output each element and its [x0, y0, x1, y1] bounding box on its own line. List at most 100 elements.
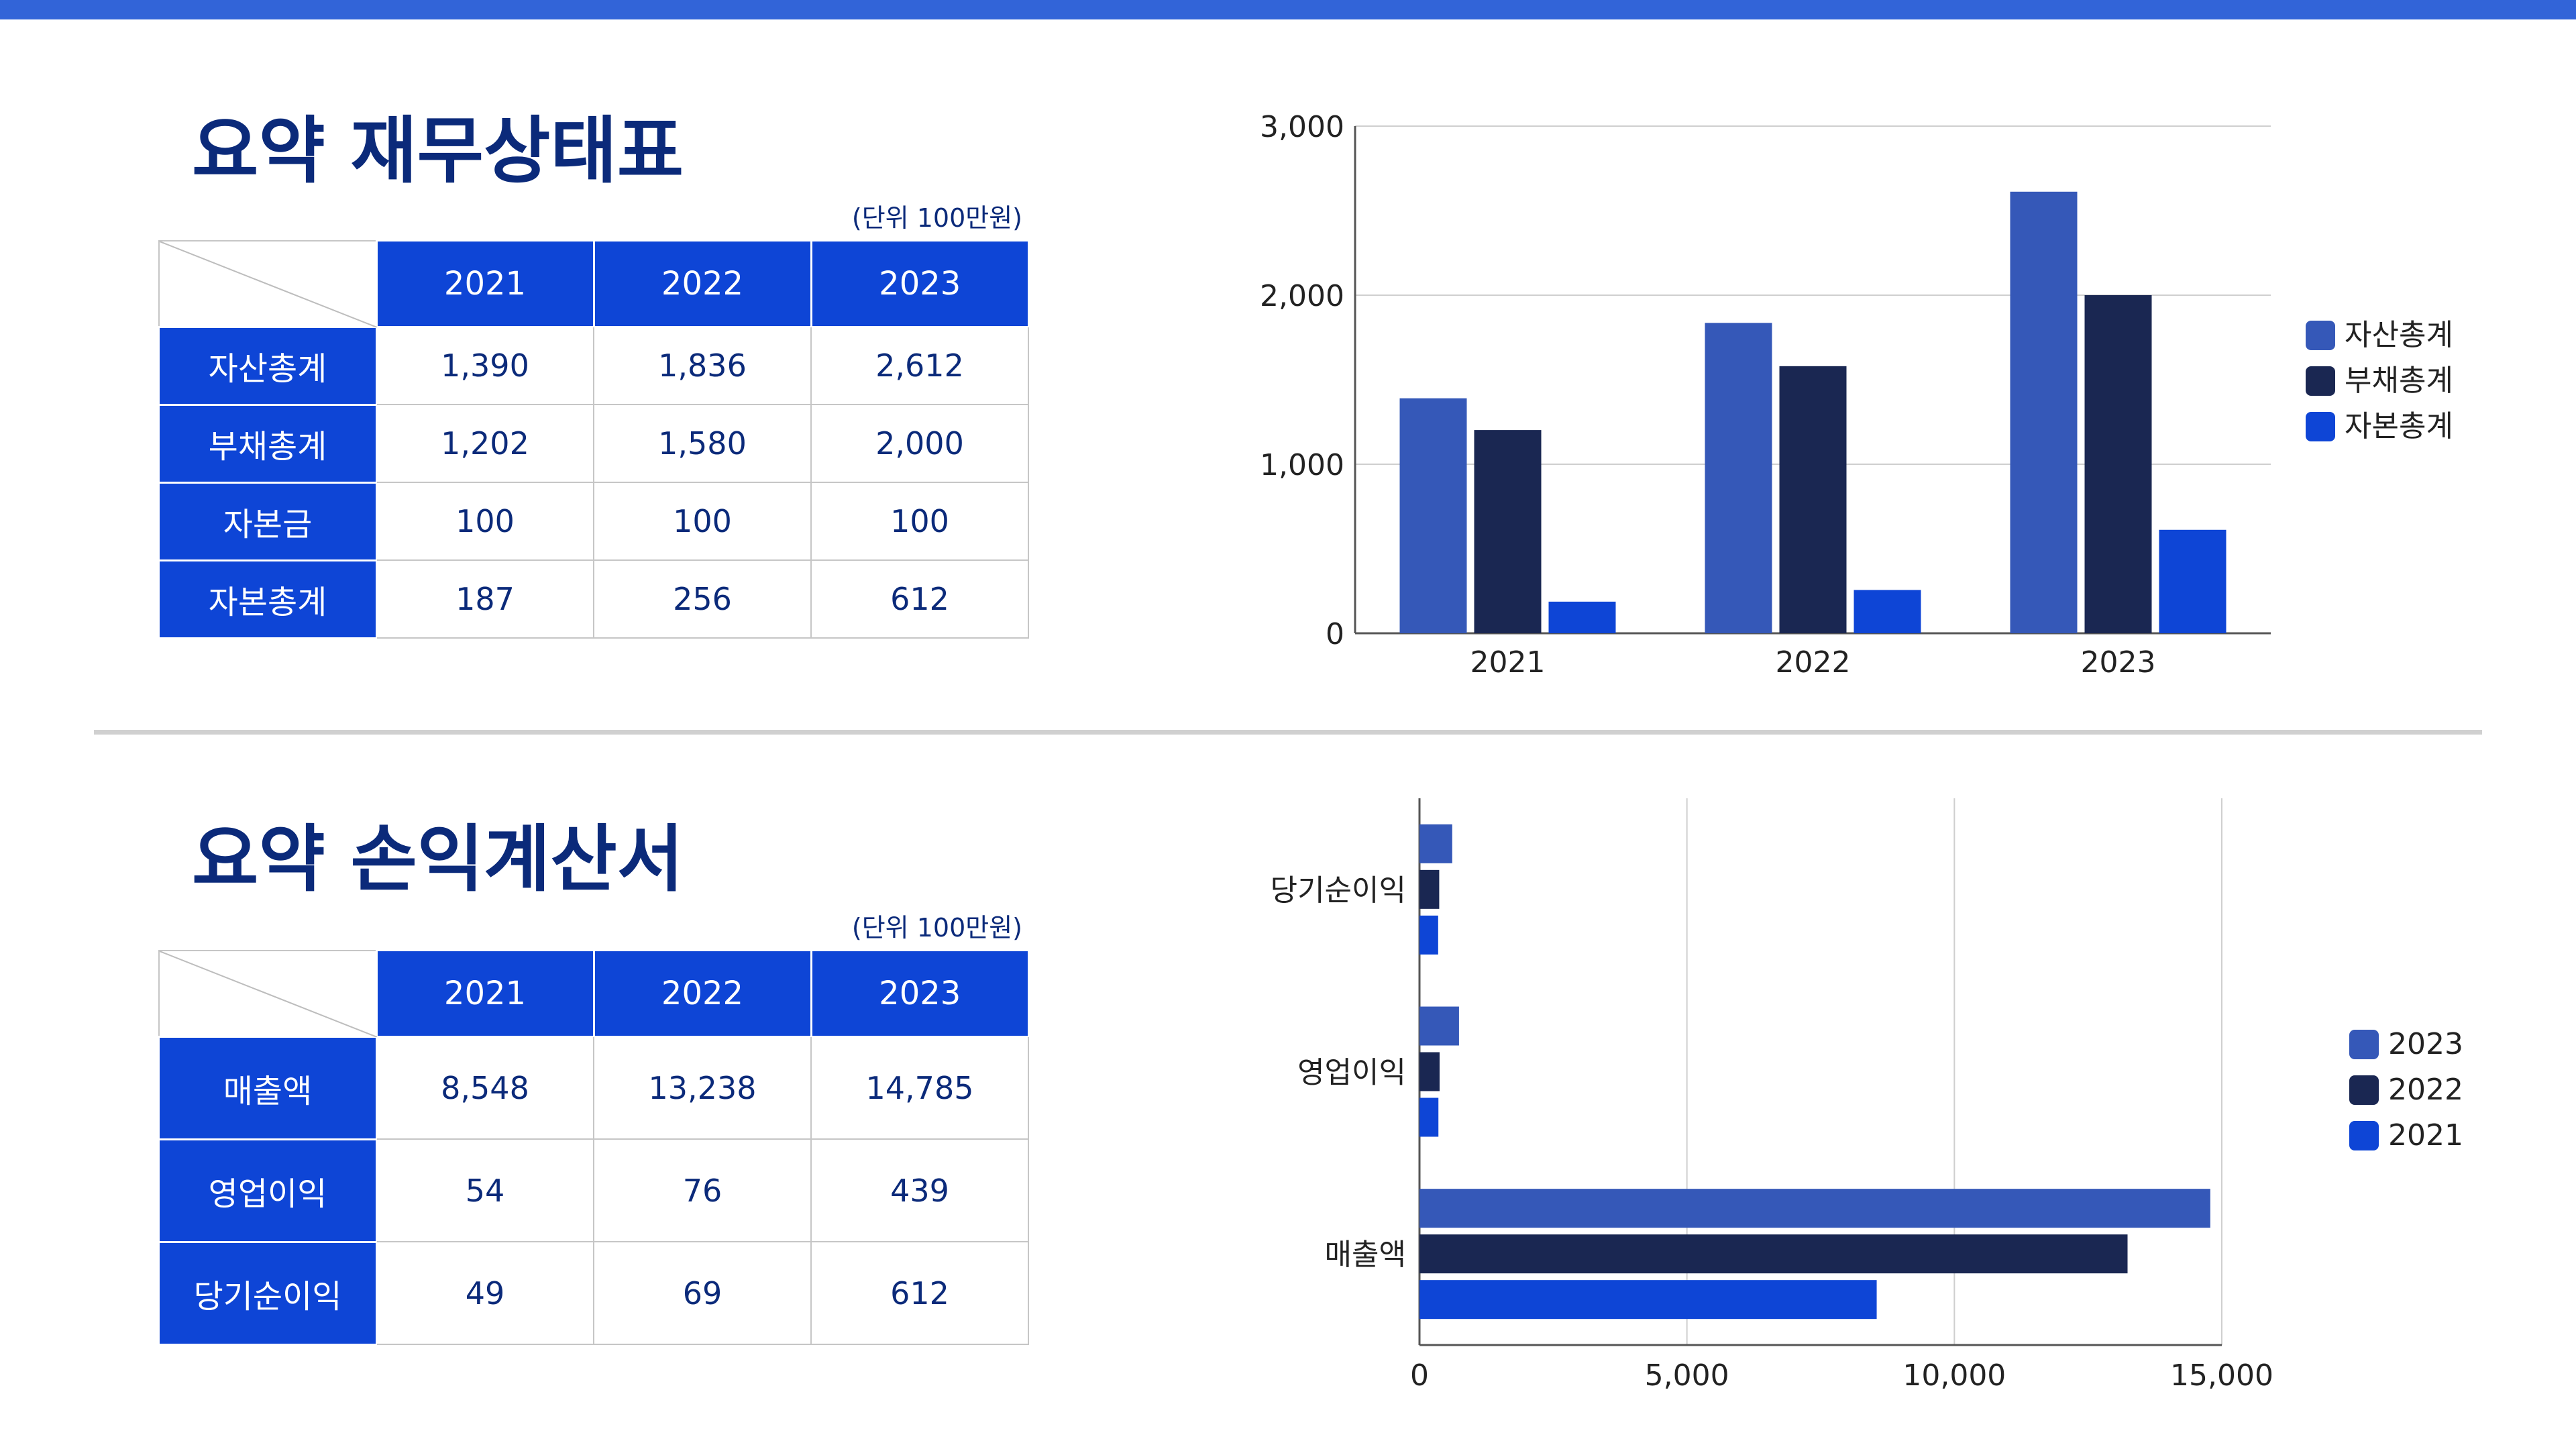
table-row: 자본금 100 100 100 — [158, 481, 1029, 561]
row-label: 영업이익 — [158, 1138, 377, 1242]
balance-sheet-table: 2021 2022 2023 자산총계 1,390 1,836 2,612 부채… — [158, 240, 1029, 639]
table-cell: 1,836 — [593, 326, 812, 405]
table-row: 자본총계 187 256 612 — [158, 559, 1029, 639]
legend-swatch — [2306, 366, 2335, 396]
bar — [1419, 869, 1440, 909]
table-cell: 439 — [810, 1138, 1029, 1242]
year-header: 2022 — [592, 240, 812, 327]
y-tick-label: 당기순이익 — [1271, 873, 1406, 908]
table-cell: 100 — [810, 482, 1029, 561]
bar — [1419, 1189, 2210, 1228]
table-cell: 76 — [593, 1138, 812, 1242]
table-cell: 612 — [810, 1241, 1029, 1345]
table-cell: 1,390 — [376, 326, 594, 405]
bar — [1474, 430, 1542, 633]
table-row: 당기순이익 49 69 612 — [158, 1240, 1029, 1345]
table-corner-cell — [158, 240, 377, 327]
year-header: 2023 — [810, 240, 1029, 327]
year-header: 2023 — [810, 950, 1029, 1037]
table-cell: 187 — [376, 559, 594, 639]
legend-swatch — [2349, 1030, 2379, 1059]
bar — [1419, 915, 1438, 955]
bar — [1419, 1280, 1877, 1320]
bar — [1419, 1006, 1459, 1046]
row-label: 자산총계 — [158, 325, 377, 405]
table-row: 매출액 8,548 13,238 14,785 — [158, 1035, 1029, 1140]
row-label: 자본총계 — [158, 559, 377, 639]
legend-label: 자산총계 — [2345, 318, 2453, 352]
bar — [1419, 1234, 2128, 1274]
x-tick-label: 15,000 — [2170, 1358, 2273, 1393]
income-statement-unit: (단위 100만원) — [851, 913, 1022, 943]
x-tick-label: 10,000 — [1902, 1358, 2006, 1393]
diagonal-line — [160, 241, 377, 327]
x-tick-label: 2021 — [1470, 645, 1546, 680]
bar — [2010, 191, 2078, 633]
x-tick-label: 5,000 — [1645, 1358, 1729, 1393]
table-cell: 54 — [376, 1138, 594, 1242]
table-cell: 100 — [593, 482, 812, 561]
y-tick-label: 영업이익 — [1297, 1056, 1406, 1090]
row-label: 부채총계 — [158, 403, 377, 483]
table-cell: 69 — [593, 1241, 812, 1345]
row-label: 당기순이익 — [158, 1240, 377, 1345]
y-tick-label: 1,000 — [1260, 448, 1344, 482]
legend-swatch — [2306, 321, 2335, 350]
year-header: 2021 — [375, 950, 594, 1037]
y-tick-label: 2,000 — [1260, 279, 1344, 313]
bar — [1419, 824, 1452, 863]
income-statement-table: 2021 2022 2023 매출액 8,548 13,238 14,785 영… — [158, 950, 1029, 1345]
table-header-row: 2021 2022 2023 — [158, 950, 1029, 1037]
diagonal-line — [160, 951, 377, 1037]
table-cell: 1,580 — [593, 404, 812, 483]
balance-sheet-unit: (단위 100만원) — [851, 203, 1022, 233]
legend-swatch — [2349, 1121, 2379, 1150]
y-tick-label: 3,000 — [1260, 110, 1344, 144]
table-cell: 13,238 — [593, 1036, 812, 1140]
legend-label: 2023 — [2388, 1027, 2463, 1061]
legend-label: 자본총계 — [2345, 409, 2453, 443]
bar — [2159, 529, 2226, 633]
x-tick-label: 0 — [1410, 1358, 1429, 1393]
bar — [1705, 323, 1772, 633]
bar — [1548, 601, 1616, 633]
y-tick-label: 매출액 — [1325, 1238, 1406, 1272]
top-accent-bar — [0, 0, 2576, 19]
row-label: 매출액 — [158, 1035, 377, 1140]
bar — [2084, 295, 2152, 633]
legend-swatch — [2349, 1075, 2379, 1105]
year-header: 2021 — [375, 240, 594, 327]
income-statement-title: 요약 손익계산서 — [192, 818, 684, 902]
legend-label: 부채총계 — [2345, 364, 2453, 398]
table-cell: 8,548 — [376, 1036, 594, 1140]
legend-swatch — [2306, 412, 2335, 441]
table-cell: 49 — [376, 1241, 594, 1345]
section-divider — [94, 730, 2482, 735]
bar — [1399, 398, 1467, 633]
balance-sheet-title: 요약 재무상태표 — [192, 109, 684, 193]
table-cell: 256 — [593, 559, 812, 639]
table-cell: 100 — [376, 482, 594, 561]
row-label: 자본금 — [158, 481, 377, 561]
bar — [1854, 590, 1921, 633]
table-row: 자산총계 1,390 1,836 2,612 — [158, 325, 1029, 405]
year-header: 2022 — [592, 950, 812, 1037]
bar — [1419, 1097, 1439, 1137]
bar — [1779, 366, 1847, 633]
x-tick-label: 2022 — [1776, 645, 1851, 680]
table-cell: 1,202 — [376, 404, 594, 483]
bar — [1419, 1052, 1440, 1091]
table-header-row: 2021 2022 2023 — [158, 240, 1029, 327]
table-cell: 14,785 — [810, 1036, 1029, 1140]
table-row: 부채총계 1,202 1,580 2,000 — [158, 403, 1029, 483]
table-corner-cell — [158, 950, 377, 1037]
table-cell: 612 — [810, 559, 1029, 639]
legend-label: 2021 — [2388, 1118, 2463, 1152]
y-tick-label: 0 — [1326, 617, 1344, 651]
table-cell: 2,612 — [810, 326, 1029, 405]
legend-label: 2022 — [2388, 1073, 2463, 1107]
table-row: 영업이익 54 76 439 — [158, 1138, 1029, 1242]
table-cell: 2,000 — [810, 404, 1029, 483]
